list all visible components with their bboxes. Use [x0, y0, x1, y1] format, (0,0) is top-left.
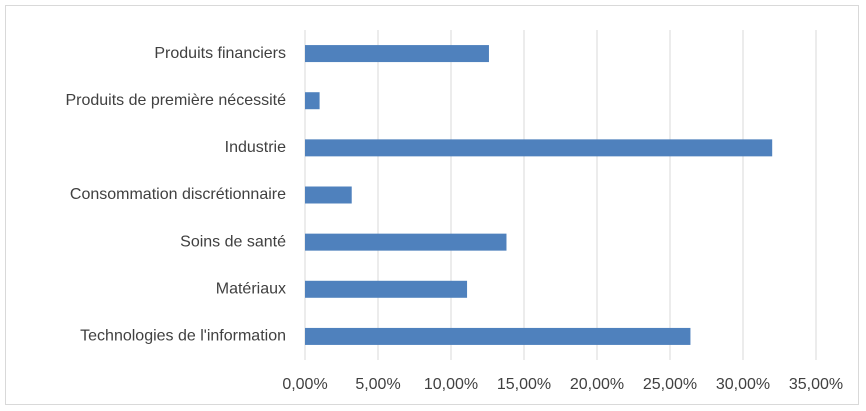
bar-6: [305, 327, 691, 345]
category-label-4: Soins de santé: [180, 233, 286, 250]
bar-2: [305, 139, 773, 157]
x-tick-label-6: 30,00%: [716, 376, 770, 393]
x-tick-label-2: 10,00%: [424, 376, 478, 393]
category-label-5: Matériaux: [216, 281, 286, 298]
x-tick-label-4: 20,00%: [570, 376, 624, 393]
bar-3: [305, 186, 352, 204]
x-tick-label-0: 0,00%: [282, 376, 327, 393]
bar-4: [305, 233, 507, 251]
x-tick-label-1: 5,00%: [355, 376, 400, 393]
bar-1: [305, 92, 320, 110]
category-label-3: Consommation discrétionnaire: [70, 186, 286, 203]
x-tick-label-7: 35,00%: [789, 376, 843, 393]
category-label-0: Produits financiers: [154, 45, 286, 62]
x-tick-label-3: 15,00%: [497, 376, 551, 393]
x-tick-label-5: 25,00%: [643, 376, 697, 393]
bar-0: [305, 45, 489, 63]
bar-5: [305, 280, 468, 298]
category-label-2: Industrie: [225, 139, 286, 156]
category-label-6: Technologies de l'information: [80, 328, 286, 345]
category-label-1: Produits de première nécessité: [65, 92, 286, 109]
